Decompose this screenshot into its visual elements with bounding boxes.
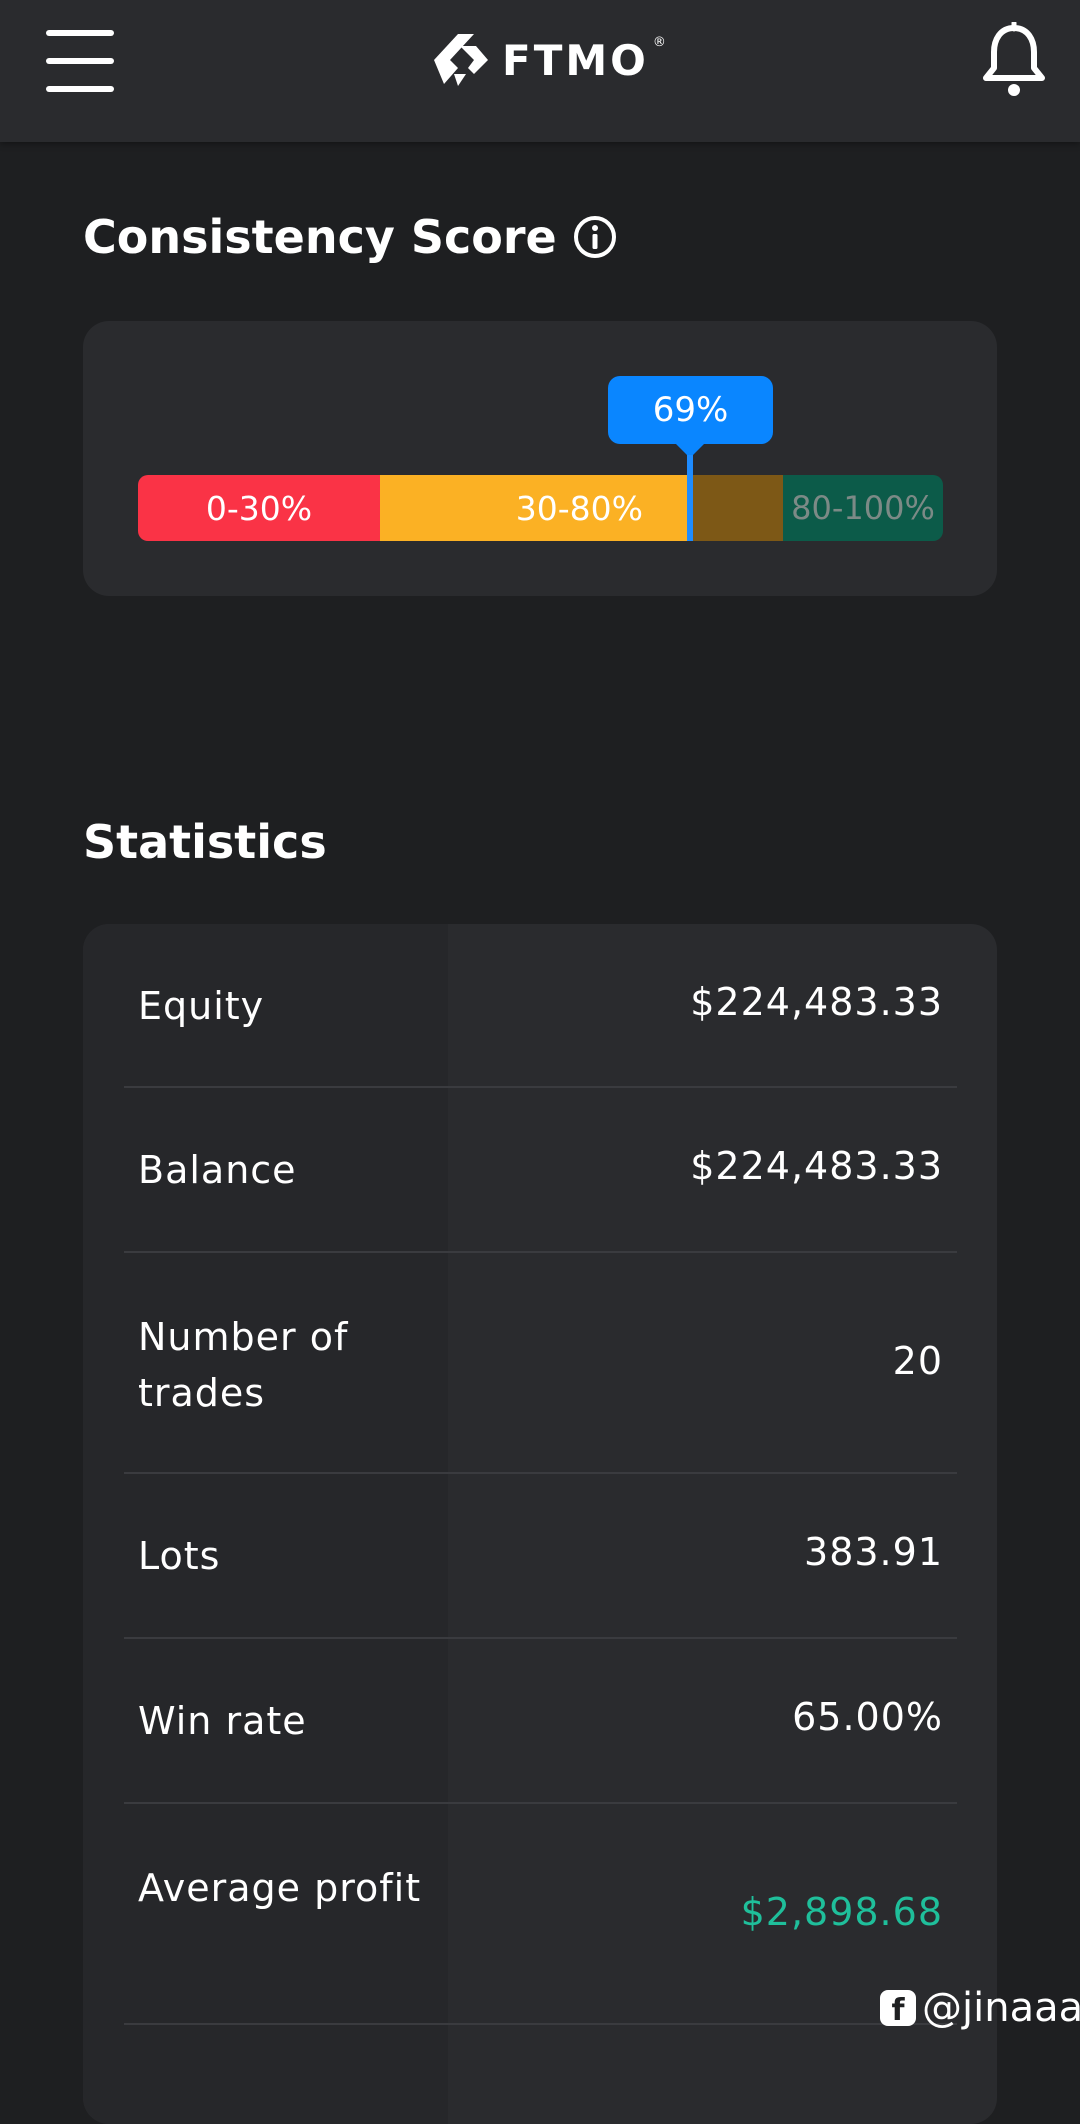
stat-value-profit: $2,898.68 [740,1890,943,1934]
segment-mid: 30-80% [380,475,689,541]
stat-value: 20 [892,1339,943,1383]
facebook-icon: f [880,1990,916,2026]
stat-label: Balance [138,1148,297,1192]
stat-row-equity: Equity $224,483.33 [124,924,957,1088]
score-marker [687,455,693,541]
stat-label: Number of trades [138,1315,349,1415]
registered-mark: ® [652,34,666,50]
consistency-score-card: 69% 0-30% 30-80% 80-100% [83,321,997,596]
top-bar: FTMO ® [0,0,1080,142]
consistency-score-heading: Consistency Score [83,210,617,264]
score-tooltip: 69% [608,376,773,444]
watermark-text: @jinaaa [922,1985,1080,2031]
info-icon[interactable] [573,215,617,259]
stat-label: Win rate [138,1699,307,1743]
stat-value: $224,483.33 [690,1144,943,1188]
statistics-title: Statistics [83,815,327,869]
stat-row-average-profit: Average profit $2,898.68 [124,1804,957,2025]
score-tooltip-arrow [674,442,706,458]
hamburger-menu-icon[interactable] [40,26,120,96]
stat-label: Equity [138,984,265,1028]
stat-row-balance: Balance $224,483.33 [124,1088,957,1253]
watermark: f @jinaaa [880,1985,1080,2031]
consistency-score-title: Consistency Score [83,210,557,264]
ftmo-logo-mark-icon [434,34,488,86]
ftmo-logo[interactable]: FTMO ® [430,30,666,90]
consistency-bar: 0-30% 30-80% 80-100% [138,475,943,541]
stat-row-win-rate: Win rate 65.00% [124,1639,957,1804]
segment-low: 0-30% [138,475,380,541]
statistics-card: Equity $224,483.33 Balance $224,483.33 N… [83,924,997,2124]
brand-name: FTMO [502,35,649,85]
stat-label: Average profit [138,1866,422,1910]
segment-high: 80-100% [783,475,943,541]
stat-row-lots: Lots 383.91 [124,1474,957,1639]
stat-value: 383.91 [804,1530,943,1574]
segment-mid-remainder [689,475,783,541]
bell-icon[interactable] [980,20,1048,98]
stat-label: Lots [138,1534,221,1578]
stat-value: 65.00% [792,1695,943,1739]
stat-value: $224,483.33 [690,980,943,1024]
stat-row-number-of-trades: Number of trades 20 [124,1253,957,1474]
